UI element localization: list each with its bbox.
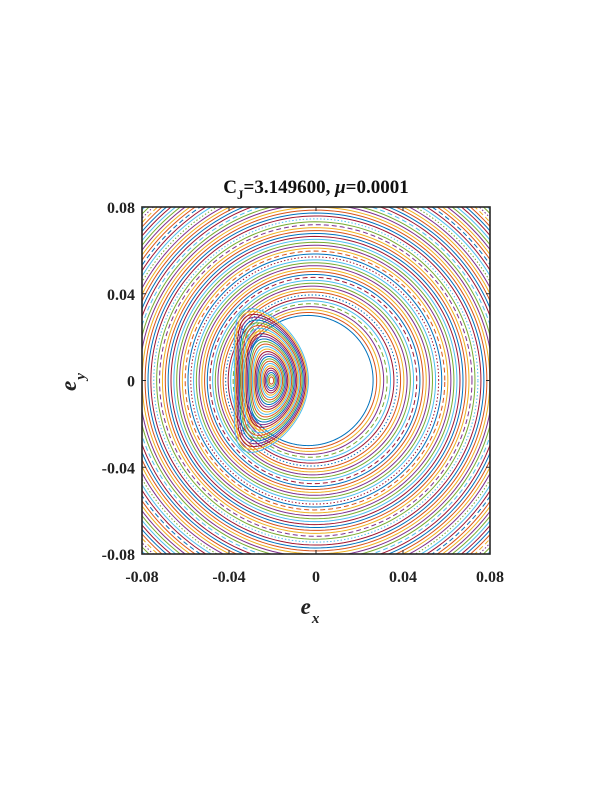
y-tick-label-3: -0.04 (102, 460, 135, 477)
tick-marks (141, 206, 491, 555)
curve-outer-29 (164, 230, 467, 531)
curve-inner-15 (249, 341, 294, 420)
y-tick-label-0: 0.08 (107, 200, 135, 217)
curve-inner-0 (268, 376, 275, 385)
x-tick-label-2: 0 (312, 569, 320, 586)
curve-inner-19 (244, 330, 299, 431)
curve-outer-30 (161, 227, 470, 534)
curve-outer-6 (227, 297, 395, 464)
curve-outer-9 (220, 288, 405, 473)
curve-outer-16 (201, 268, 427, 493)
curve-outer-33 (153, 218, 479, 543)
curve-outer-32 (156, 221, 476, 540)
curve-inner-12 (253, 348, 290, 413)
title-value: =3.149600, (244, 177, 336, 198)
title-mu: μ (334, 177, 346, 198)
curve-outer-23 (181, 247, 449, 514)
y-axis-label: ey (56, 373, 89, 391)
y-axis-label-sub: y (73, 373, 89, 382)
chart-title: CJ=3.149600, μ=0.0001 (223, 177, 408, 202)
curve-outer-13 (209, 276, 418, 485)
curve-outer-45 (142, 207, 490, 554)
curve-outer-15 (204, 271, 424, 490)
title-mu-value: =0.0001 (346, 177, 409, 198)
curve-inner-18 (245, 333, 298, 428)
curve-inner-9 (257, 355, 286, 406)
x-axis-label-main: e (301, 594, 311, 619)
curve-outer-22 (184, 250, 446, 511)
title-var: C (223, 177, 237, 198)
curve-inner-11 (254, 351, 289, 410)
curve-outer-31 (159, 224, 473, 537)
curve-outer-8 (222, 291, 402, 470)
curve-inner-16 (248, 338, 295, 423)
x-tick-label-0: -0.08 (125, 569, 158, 586)
y-tick-label-2: 0 (127, 374, 135, 391)
curve-inner-10 (255, 353, 287, 408)
curve-outer-4 (232, 303, 388, 458)
curve-outer-44 (142, 207, 490, 554)
plot-background (142, 207, 490, 554)
curve-outer-41 (142, 207, 490, 554)
curve-outer-39 (142, 207, 490, 554)
curve-inner-26 (235, 311, 308, 450)
curve-inner-20 (242, 327, 300, 434)
curve-outer-38 (142, 207, 490, 554)
curve-outer-14 (206, 273, 421, 488)
x-axis-label-sub: x (311, 611, 320, 627)
curve-outer-17 (198, 265, 430, 496)
y-axis-label-main: e (56, 381, 81, 391)
x-tick-label-4: 0.08 (476, 569, 504, 586)
curve-outer-21 (187, 253, 443, 508)
curve-outer-34 (150, 215, 482, 546)
curve-outer-11 (214, 282, 411, 479)
curve-outer-19 (193, 259, 437, 502)
curve-inner-1 (267, 374, 276, 387)
curve-outer-25 (176, 241, 455, 520)
curve-outer-20 (190, 256, 440, 505)
curve-outer-5 (230, 300, 392, 461)
curve-outer-10 (217, 285, 408, 476)
curve-inner-25 (236, 313, 307, 448)
curve-inner-7 (259, 360, 284, 401)
curve-outer-42 (142, 207, 490, 554)
x-axis-label: ex (301, 594, 320, 627)
y-tick-label-4: -0.08 (102, 547, 135, 564)
curve-outer-40 (142, 207, 490, 554)
curve-inner-23 (239, 319, 304, 442)
x-tick-labels: -0.08 -0.04 0 0.04 0.08 (125, 569, 504, 586)
curve-outer-26 (173, 238, 458, 523)
curve-inner-21 (241, 325, 302, 436)
curve-outer-1 (239, 311, 378, 450)
curve-inner-27 (233, 308, 309, 453)
curve-inner-17 (246, 335, 296, 426)
curve-inner-22 (240, 322, 303, 439)
curve-inner-3 (264, 369, 278, 392)
curve-outer-12 (212, 279, 415, 482)
title-var-sub: J (237, 187, 244, 202)
curve-inner-14 (250, 343, 293, 418)
curve-outer-43 (142, 207, 490, 554)
curve-outer-35 (147, 212, 485, 549)
x-tick-label-1: -0.04 (212, 569, 245, 586)
curve-inner-5 (262, 365, 281, 396)
y-tick-label-1: 0.04 (107, 287, 135, 304)
curve-inner-13 (251, 346, 291, 415)
x-tick-label-3: 0.04 (389, 569, 417, 586)
curve-outer-27 (170, 235, 461, 526)
curves-layer (142, 207, 490, 554)
y-tick-labels: 0.08 0.04 0 -0.04 -0.08 (102, 200, 135, 564)
curve-outer-18 (195, 262, 433, 499)
curve-inner-4 (263, 367, 280, 394)
curve-inner-8 (258, 358, 285, 403)
curve-outer-7 (225, 294, 398, 467)
curve-outer-28 (167, 233, 464, 528)
curve-inner-2 (266, 372, 277, 389)
curve-inner-6 (260, 363, 282, 398)
curve-outer-24 (179, 244, 452, 517)
curve-inner-24 (237, 316, 306, 445)
